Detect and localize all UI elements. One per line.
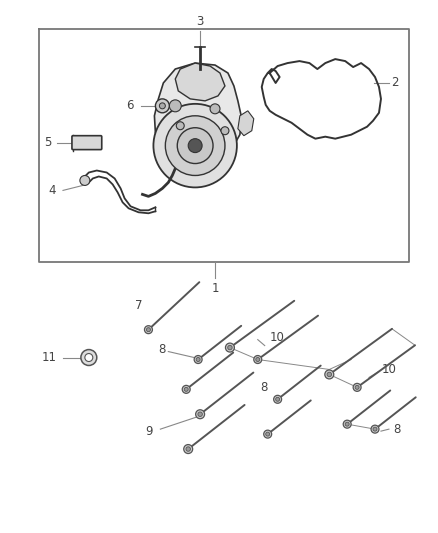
Text: 9: 9 xyxy=(145,425,152,438)
Circle shape xyxy=(196,410,205,419)
Text: 2: 2 xyxy=(391,76,399,90)
Circle shape xyxy=(145,326,152,334)
Circle shape xyxy=(184,445,193,454)
Polygon shape xyxy=(175,63,225,101)
Circle shape xyxy=(198,412,202,416)
Circle shape xyxy=(176,122,184,130)
Circle shape xyxy=(155,99,170,113)
Circle shape xyxy=(81,350,97,366)
Circle shape xyxy=(80,175,90,185)
Circle shape xyxy=(325,370,334,379)
Circle shape xyxy=(353,383,361,391)
Text: 4: 4 xyxy=(49,184,56,197)
Text: 10: 10 xyxy=(270,331,285,344)
Circle shape xyxy=(146,328,150,332)
Text: 3: 3 xyxy=(196,15,204,28)
Circle shape xyxy=(153,104,237,188)
Circle shape xyxy=(274,395,282,403)
Polygon shape xyxy=(238,111,254,136)
Circle shape xyxy=(177,128,213,164)
Text: 5: 5 xyxy=(44,136,51,149)
Text: 6: 6 xyxy=(126,99,134,112)
FancyBboxPatch shape xyxy=(72,136,102,150)
Polygon shape xyxy=(155,63,242,171)
Circle shape xyxy=(170,100,181,112)
Text: 11: 11 xyxy=(42,351,57,364)
Circle shape xyxy=(182,385,190,393)
Circle shape xyxy=(355,385,359,389)
Circle shape xyxy=(221,127,229,135)
Text: 7: 7 xyxy=(135,300,142,312)
Text: 8: 8 xyxy=(393,423,400,435)
Circle shape xyxy=(159,103,165,109)
Circle shape xyxy=(188,139,202,152)
Circle shape xyxy=(266,432,270,436)
Circle shape xyxy=(165,116,225,175)
Circle shape xyxy=(194,356,202,364)
Text: 10: 10 xyxy=(382,363,397,376)
Circle shape xyxy=(196,358,200,361)
Circle shape xyxy=(186,447,191,451)
Circle shape xyxy=(85,353,93,361)
Circle shape xyxy=(256,358,260,361)
Circle shape xyxy=(343,420,351,428)
Circle shape xyxy=(184,387,188,391)
Text: 8: 8 xyxy=(260,381,268,394)
Circle shape xyxy=(264,430,272,438)
Text: 1: 1 xyxy=(211,282,219,295)
Circle shape xyxy=(210,104,220,114)
Circle shape xyxy=(373,427,377,431)
Circle shape xyxy=(226,343,234,352)
Circle shape xyxy=(327,372,332,377)
Circle shape xyxy=(276,397,279,401)
Circle shape xyxy=(228,345,232,350)
Circle shape xyxy=(345,422,349,426)
Circle shape xyxy=(371,425,379,433)
Circle shape xyxy=(254,356,262,364)
Text: 8: 8 xyxy=(159,343,166,356)
